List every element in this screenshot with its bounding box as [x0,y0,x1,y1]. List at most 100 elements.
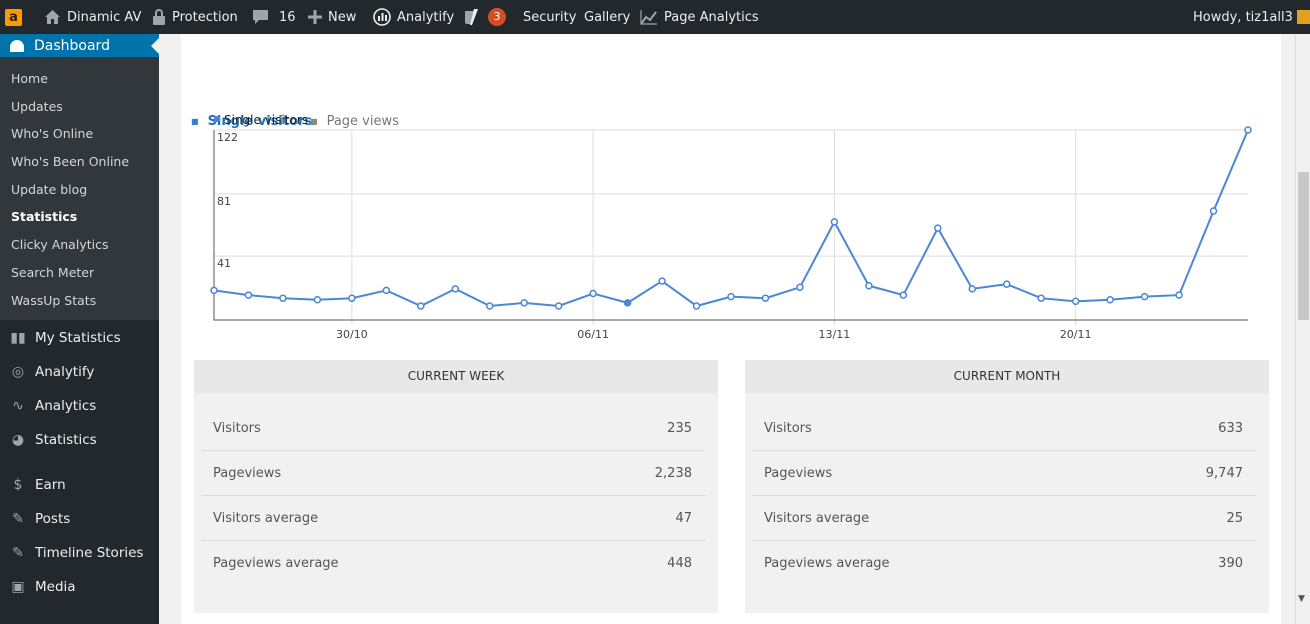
pin-icon: ✎ [12,545,24,561]
stat-value: 9,747 [1205,465,1243,481]
scrollbar[interactable]: ▼ [1295,34,1310,624]
yoast-link[interactable]: 3 [464,0,506,34]
data-point[interactable] [210,286,218,295]
line-chart-icon [640,10,657,25]
menu-item[interactable]: ▣ Media [0,572,159,602]
stat-row: Pageviews average 448 [201,541,705,586]
menu-item[interactable]: ∿ Analytics [0,391,159,421]
comment-icon [253,10,268,24]
menu-item[interactable]: ✎ Posts [0,504,159,534]
data-point[interactable] [1106,296,1114,304]
menu-item[interactable]: ◎ Analytify [0,357,159,387]
analytify-link[interactable]: Analytify [373,0,454,34]
dollar-icon: $ [13,477,23,493]
stat-row: Pageviews 2,238 [201,451,705,496]
stat-label: Visitors [764,420,812,436]
current-week-panel: CURRENT WEEK Visitors 235 Pageviews 2,238 Vi… [194,360,718,613]
data-point[interactable] [279,294,287,302]
submenu-item[interactable]: Clicky Analytics [11,237,109,253]
stat-label: Pageviews [213,465,282,481]
data-point[interactable] [623,299,632,307]
data-point[interactable] [727,292,735,301]
submenu-item[interactable]: WassUp Stats [11,292,97,308]
data-point[interactable] [244,291,253,299]
stat-label: Pageviews average [764,556,890,571]
data-point[interactable] [865,281,873,290]
data-point[interactable] [968,285,977,293]
stat-label: Visitors average [764,510,870,526]
security-link[interactable]: Security [523,9,577,25]
x-tick-label: 30/10 [336,328,368,341]
submenu-item[interactable]: Home [11,71,48,86]
stat-row: Visitors 633 [752,406,1256,451]
menu-item[interactable]: ◕ Statistics [0,425,159,455]
gallery-link[interactable]: Gallery [584,9,631,25]
data-point[interactable] [761,294,770,302]
submenu-item[interactable]: Who's Online [11,126,94,142]
data-point[interactable] [1140,292,1149,301]
site-name-link[interactable]: Dinamic AV [44,0,141,34]
plus-icon [308,10,322,24]
data-point[interactable] [1209,207,1218,215]
comments-link[interactable]: 16 [252,0,296,34]
data-point[interactable] [1002,280,1011,288]
data-point[interactable] [1071,297,1080,306]
legend-label: Single visitors [224,113,308,127]
page-analytics-link[interactable]: Page Analytics [640,0,759,34]
stat-label: Pageviews average [213,556,339,571]
menu-dashboard[interactable]: Dashboard [0,34,159,57]
submenu-item[interactable]: Who's Been Online [11,154,130,170]
data-point[interactable] [554,302,563,310]
panel-title: CURRENT WEEK [194,360,718,393]
menu-item[interactable]: ▮▮ My Statistics [0,323,159,353]
data-point[interactable] [796,283,804,292]
avatar [1296,10,1310,24]
data-point[interactable] [1175,291,1183,299]
chart-axes [213,130,1248,321]
data-point[interactable] [1244,126,1252,134]
scrollbar-thumb[interactable] [1298,172,1309,320]
data-point[interactable] [451,285,460,293]
notification-badge: 3 [488,8,506,26]
tab-page-views[interactable]: ■ Page views [310,114,399,129]
submenu-item[interactable]: Updates [11,98,63,114]
data-point[interactable] [417,302,425,310]
y-tick-label: 41 [217,257,231,270]
panel-title: CURRENT MONTH [745,360,1269,393]
data-point[interactable] [485,302,494,310]
data-point[interactable] [1037,294,1045,302]
submenu-item[interactable]: Update blog [11,181,88,197]
pin-icon: ✎ [12,511,24,527]
new-content-link[interactable]: New [308,0,356,34]
tab-single-visitors[interactable]: ■ Single visitors [191,114,313,129]
submenu-item[interactable]: Search Meter [11,264,95,280]
submenu-item[interactable]: Statistics [11,209,78,225]
stat-value: 235 [667,420,692,436]
menu-label: Timeline Stories [35,545,144,561]
data-point[interactable] [830,218,839,226]
data-point[interactable] [382,286,391,295]
data-point[interactable] [934,224,942,232]
admin-bar: a Dinamic AV Protection 16 New Analytify… [0,0,1310,34]
data-point[interactable] [692,302,701,310]
my-account-link[interactable]: Howdy, tiz1all3 [1193,0,1310,34]
data-point[interactable] [589,289,597,298]
menu-label: Analytify [35,364,95,380]
data-point[interactable] [520,299,528,307]
dashboard-submenu: Home Updates Who's Online Who's Been Online… [0,57,159,320]
stat-row: Pageviews average 390 [752,541,1256,586]
media-icon: ▣ [11,579,25,595]
stat-row: Visitors 235 [201,406,705,451]
x-tick-label: 20/11 [1060,328,1092,341]
current-month-panel: CURRENT MONTH Visitors 633 Pageviews 9,747 V… [745,360,1269,613]
protection-link[interactable]: Protection [152,0,238,34]
home-icon [45,10,60,24]
data-point[interactable] [313,296,322,304]
data-point[interactable] [658,277,666,285]
menu-item[interactable]: ✎ Timeline Stories [0,538,159,568]
data-point[interactable] [899,291,908,299]
amazon-icon[interactable]: a [5,0,22,34]
scroll-down-icon[interactable]: ▼ [1298,594,1305,604]
data-point[interactable] [348,294,356,302]
menu-item[interactable]: $ Earn [0,470,159,500]
